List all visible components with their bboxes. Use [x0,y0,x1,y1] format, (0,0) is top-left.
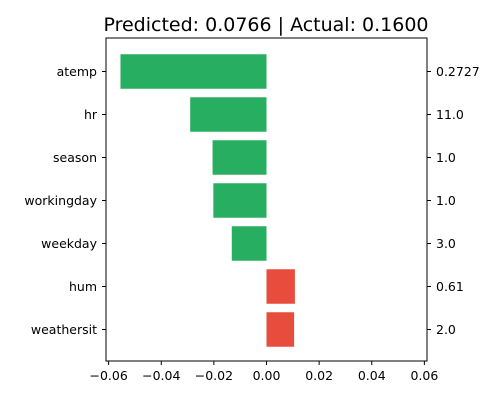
x-tick-label: −0.04 [142,368,180,383]
x-tick-label: −0.06 [89,368,127,383]
plot-frame [105,37,428,362]
x-tick-label: −0.02 [195,368,233,383]
feature-value-label: 0.2727 [436,64,480,79]
bars-group [120,54,295,347]
x-axis: −0.06 −0.04 −0.02 0.00 0.02 0.04 0.06 [89,361,438,383]
chart-title: Predicted: 0.0766 | Actual: 0.1600 [103,14,428,36]
x-tick-label: 0.06 [410,368,438,383]
bar-hr [190,97,267,132]
bar-weathersit [266,312,295,347]
feature-value-label: 11.0 [436,107,464,122]
x-tick-label: 0.02 [305,368,333,383]
bar-hum [266,269,295,304]
x-tick-label: 0.00 [253,368,281,383]
y-tick-label: atemp [57,64,97,79]
y-tick-label: hum [69,279,97,294]
y-tick-label: hr [84,107,98,122]
bar-atemp [120,54,267,89]
y-tick-labels: atemp hr season workingday weekday hum weather… [24,64,106,337]
feature-value-labels: 0.2727 11.0 1.0 1.0 3.0 0.61 2.0 [427,64,480,337]
bar-season [212,140,267,175]
bar-weekday [231,226,267,261]
feature-value-label: 1.0 [436,193,456,208]
bar-workingday [213,183,267,218]
feature-value-label: 3.0 [436,236,456,251]
y-tick-label: workingday [24,193,97,208]
y-tick-label: weekday [41,236,97,251]
y-tick-label: season [53,150,97,165]
y-tick-label: weathersit [31,322,97,337]
x-tick-label: 0.04 [358,368,386,383]
feature-value-label: 2.0 [436,322,456,337]
feature-value-label: 1.0 [436,150,456,165]
feature-value-label: 0.61 [436,279,464,294]
